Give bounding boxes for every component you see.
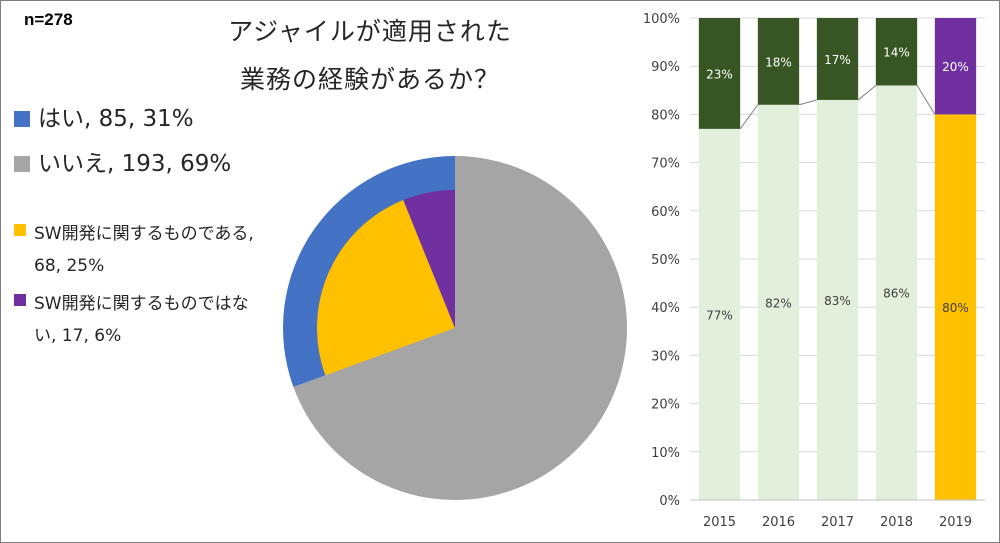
legend-swatch-no	[14, 156, 30, 172]
pie-title-line-1: アジャイルが適用された	[228, 17, 512, 46]
legend-item-sw-related: SW開発に関するものである, 68, 25%	[14, 218, 264, 282]
y-tick-label: 50%	[651, 253, 680, 268]
y-tick-label: 100%	[643, 12, 680, 27]
x-tick-label: 2019	[939, 515, 972, 530]
bar-data-label: 77%	[706, 308, 733, 322]
legend-swatch-yes	[14, 111, 30, 127]
x-tick-label: 2015	[703, 515, 736, 530]
series-connector-line	[916, 85, 936, 115]
bar-segment	[698, 128, 741, 501]
y-tick-label: 60%	[651, 205, 680, 220]
bar-data-label: 83%	[824, 294, 851, 308]
pie-slice-sw-related	[317, 200, 455, 376]
y-tick-label: 0%	[659, 494, 680, 509]
bar-segment	[757, 104, 800, 500]
legend-label-no: いいえ, 193, 69%	[38, 151, 232, 177]
y-tick-label: 90%	[651, 60, 680, 75]
bar-segment	[875, 85, 918, 500]
series-connector-line	[739, 104, 759, 130]
bar-segment	[816, 99, 859, 500]
pie-slice-non-sw	[403, 190, 455, 328]
legend-swatch-non-sw	[14, 294, 26, 306]
pie-slice-no	[293, 156, 627, 500]
bar-segment	[698, 18, 741, 129]
bar-segment	[757, 18, 800, 105]
bar-data-label: 23%	[706, 67, 733, 81]
bar-data-label: 82%	[765, 296, 792, 310]
bar-segment	[934, 114, 977, 501]
legend-label-sw-related: SW開発に関するものである, 68, 25%	[34, 224, 254, 276]
legend-label-non-sw: SW開発に関するものではない, 17, 6%	[34, 294, 249, 346]
bar-segment	[875, 18, 918, 86]
bar-data-label: 80%	[942, 301, 969, 315]
bar-data-label: 20%	[942, 60, 969, 74]
series-connector-line	[799, 99, 817, 106]
bar-segment	[934, 18, 977, 115]
bar-data-label: 18%	[765, 55, 792, 69]
y-tick-label: 40%	[651, 301, 680, 316]
bar-data-label: 86%	[883, 287, 910, 301]
legend-item-non-sw: SW開発に関するものではない, 17, 6%	[14, 288, 264, 352]
y-tick-label: 20%	[651, 398, 680, 413]
legend-label-yes: はい, 85, 31%	[38, 106, 194, 132]
series-connector-line	[857, 85, 877, 101]
bar-segment	[816, 18, 859, 100]
legend-swatch-sw-related	[14, 224, 26, 236]
y-tick-label: 70%	[651, 157, 680, 172]
bar-data-label: 14%	[883, 46, 910, 60]
pie-title-line-2: 業務の経験があるか？	[239, 65, 500, 94]
x-tick-label: 2018	[880, 515, 913, 530]
y-tick-label: 80%	[651, 108, 680, 123]
x-tick-label: 2017	[821, 515, 854, 530]
sample-size-label: n=278	[24, 10, 73, 29]
bar-data-label: 17%	[824, 53, 851, 67]
y-tick-label: 10%	[651, 446, 680, 461]
legend-item-yes: はい, 85, 31%	[14, 103, 194, 135]
y-tick-label: 30%	[651, 349, 680, 364]
x-tick-label: 2016	[762, 515, 795, 530]
legend-item-no: いいえ, 193, 69%	[14, 148, 231, 180]
